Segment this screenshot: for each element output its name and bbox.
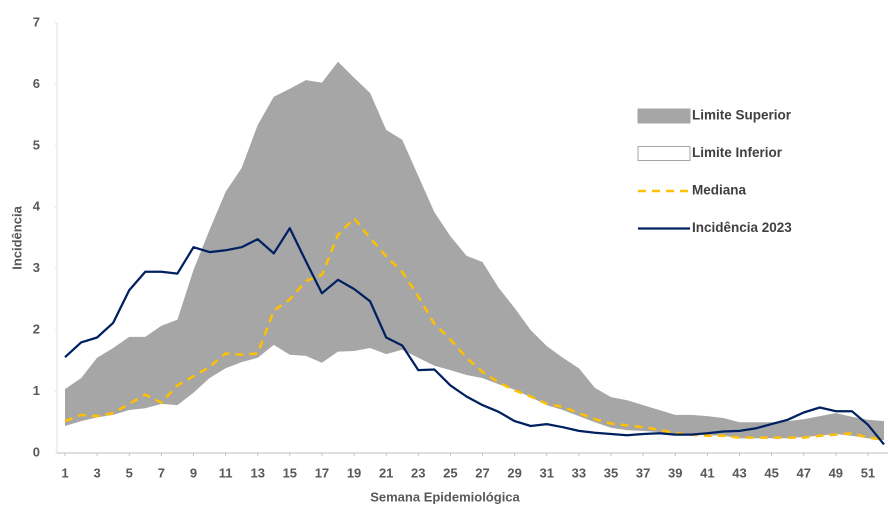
x-tick-label: 21 — [379, 465, 393, 480]
x-tick-label: 15 — [283, 465, 297, 480]
x-tick-label: 35 — [604, 465, 618, 480]
x-tick-label: 33 — [572, 465, 586, 480]
y-tick-label: 1 — [33, 383, 40, 398]
x-tick-label: 27 — [475, 465, 489, 480]
x-tick-label: 29 — [507, 465, 521, 480]
legend-swatch — [637, 146, 691, 161]
line — [64, 227, 885, 446]
x-tick-label: 9 — [190, 465, 197, 480]
y-tick-label: 2 — [33, 322, 40, 337]
x-tick-label: 39 — [668, 465, 682, 480]
x-tick-label: 41 — [700, 465, 714, 480]
x-axis-title: Semana Epidemiológica — [370, 489, 520, 504]
x-tick-label: 17 — [315, 465, 329, 480]
x-tick-label: 19 — [347, 465, 361, 480]
legend-label: Mediana — [692, 183, 747, 198]
x-tick-label: 31 — [540, 465, 554, 480]
y-tick-label: 0 — [33, 444, 40, 459]
y-tick-label: 4 — [33, 199, 41, 214]
x-tick-label: 43 — [732, 465, 746, 480]
y-tick-label: 7 — [33, 14, 40, 29]
x-tick-label: 3 — [94, 465, 101, 480]
x-tick-label: 47 — [796, 465, 810, 480]
y-tick-label: 5 — [33, 137, 40, 152]
area — [65, 344, 884, 453]
y-tick-label: 6 — [33, 76, 40, 91]
y-axis-title: Incidência — [9, 205, 24, 269]
plot-area — [64, 61, 885, 453]
legend-label: Limite Superior — [692, 108, 792, 123]
x-tick-label: 49 — [829, 465, 843, 480]
x-tick-label: 1 — [61, 465, 68, 480]
x-tick-label: 7 — [158, 465, 165, 480]
legend-label: Limite Inferior — [692, 145, 783, 160]
legend-label: Incidência 2023 — [692, 220, 792, 235]
x-tick-label: 11 — [219, 465, 233, 480]
line — [64, 217, 885, 441]
x-tick-label: 51 — [861, 465, 875, 480]
legend: Limite Superior Limite Inferior Mediana Inc… — [637, 108, 792, 235]
x-tick-label: 13 — [250, 465, 264, 480]
x-tick-label: 25 — [443, 465, 457, 480]
x-tick-label: 23 — [411, 465, 425, 480]
x-tick-label: 45 — [764, 465, 778, 480]
x-tick-label: 5 — [126, 465, 133, 480]
y-tick-label: 3 — [33, 260, 40, 275]
x-tick-label: 37 — [636, 465, 650, 480]
legend-swatch — [637, 108, 691, 124]
